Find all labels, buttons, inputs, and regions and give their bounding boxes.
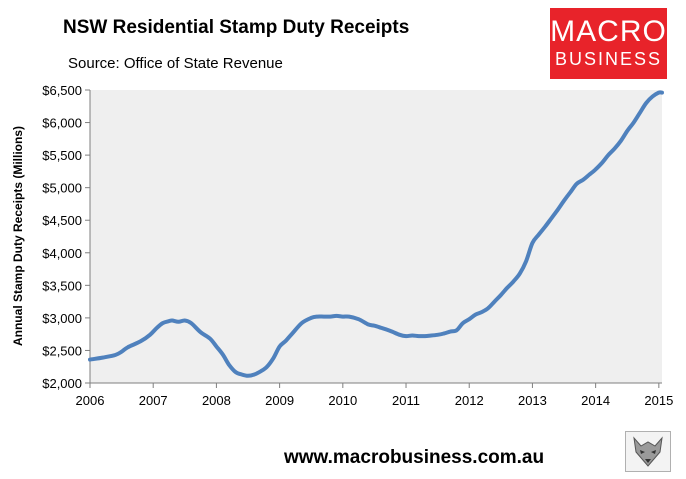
chart-title: NSW Residential Stamp Duty Receipts [63, 17, 410, 38]
axis-ticks: $2,000 $2,500 $3,000 $3,500 $4,000 $4,500 $5,0… [42, 83, 673, 408]
data-points [89, 92, 663, 376]
logo-line-2: BUSINESS [554, 49, 663, 69]
x-tick-label: 2009 [265, 393, 294, 408]
x-tick-label: 2006 [76, 393, 105, 408]
x-tick-label: 2012 [455, 393, 484, 408]
wolf-logo-icon [625, 431, 671, 472]
plot-area [90, 90, 662, 383]
y-axis-label: Annual Stamp Duty Receipts (Millions) [11, 126, 25, 346]
y-tick-label: $5,000 [42, 181, 82, 196]
y-tick-label: $3,000 [42, 311, 82, 326]
x-tick-label: 2011 [392, 393, 420, 408]
y-tick-label: $5,500 [42, 148, 82, 163]
x-tick-label: 2015 [644, 393, 673, 408]
x-tick-label: 2013 [518, 393, 547, 408]
footer-url[interactable]: www.macrobusiness.com.au [284, 447, 545, 468]
x-tick-label: 2008 [202, 393, 231, 408]
y-tick-label: $4,000 [42, 246, 82, 261]
y-tick-label: $6,000 [42, 116, 82, 131]
chart-source: Source: Office of State Revenue [68, 55, 283, 72]
y-tick-label: $4,500 [42, 213, 82, 228]
x-tick-label: 2014 [581, 393, 610, 408]
y-tick-label: $6,500 [42, 83, 82, 98]
y-tick-label: $2,000 [42, 376, 82, 391]
y-tick-label: $3,500 [42, 278, 82, 293]
macrobusiness-logo[interactable]: MACRO BUSINESS [550, 8, 667, 79]
logo-line-1: MACRO [550, 15, 667, 48]
x-tick-label: 2007 [139, 393, 168, 408]
x-tick-label: 2010 [328, 393, 357, 408]
y-tick-label: $2,500 [42, 343, 82, 358]
